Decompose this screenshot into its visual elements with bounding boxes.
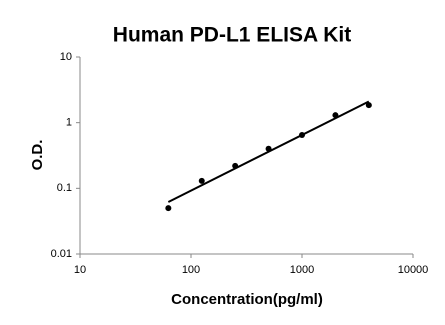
y-tick-label: 0.01 [51,248,72,260]
data-point [365,102,372,109]
fit-line [167,100,370,203]
y-tick-label: 10 [60,51,72,63]
chart-title: Human PD-L1 ELISA Kit [113,24,351,47]
x-tick-label: 100 [182,264,200,276]
x-axis-label: Concentration(pg/ml) [171,291,323,308]
x-tick-label: 10 [74,264,86,276]
data-point [198,177,205,184]
x-tick-label: 10000 [398,264,429,276]
y-tick-label: 0.1 [57,182,72,194]
data-point [165,205,172,212]
x-tick-label: 1000 [290,264,314,276]
y-axis-label: O.D. [29,140,46,171]
y-tick-label: 1 [66,117,72,129]
